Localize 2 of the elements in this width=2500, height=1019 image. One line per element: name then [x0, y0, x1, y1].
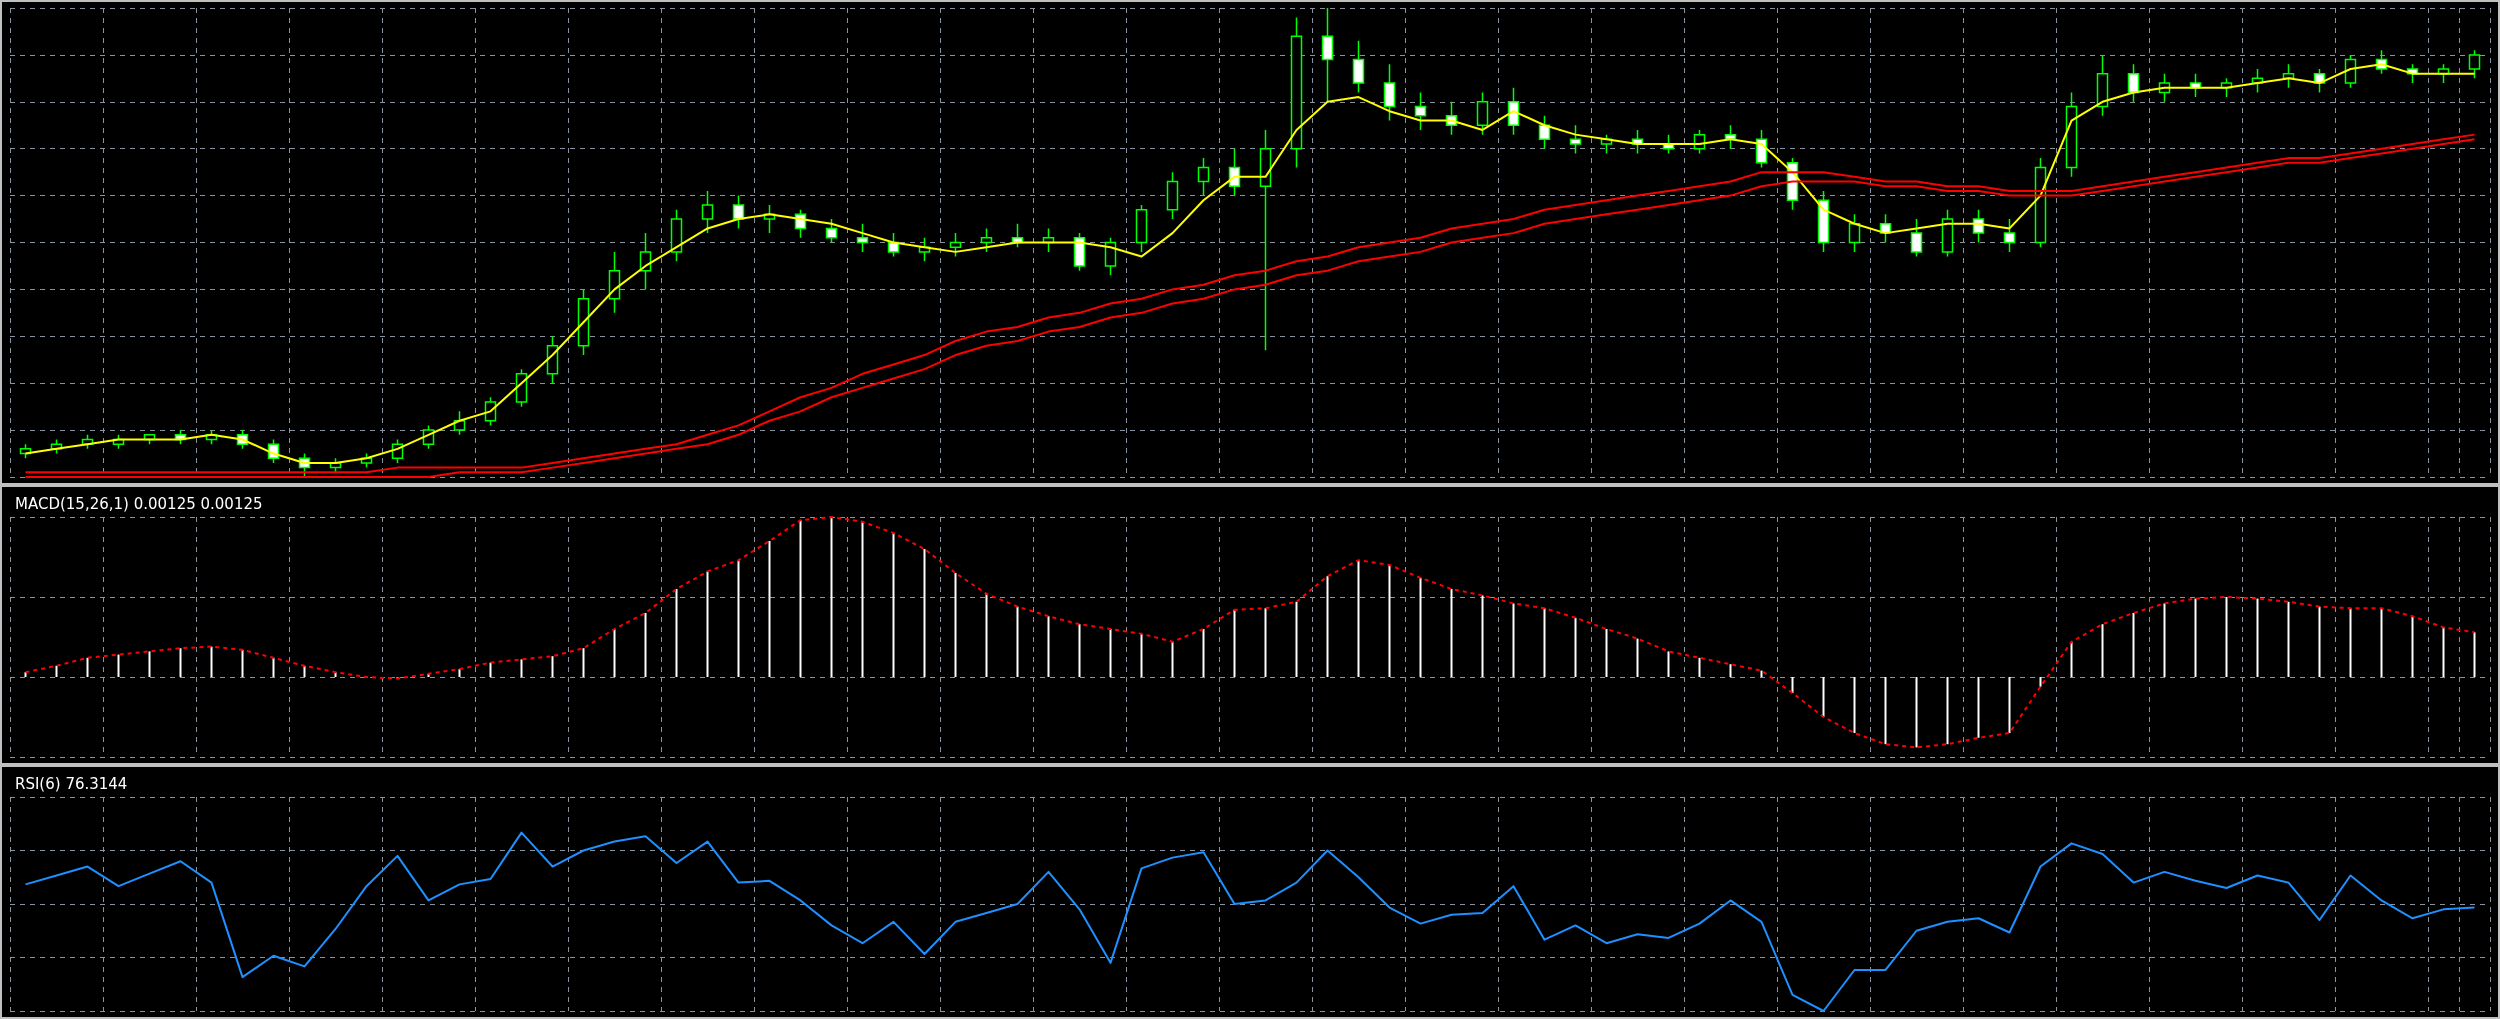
chart-title: MACD(15,26,1) 0.00125 0.00125	[15, 494, 263, 513]
chart-title: RSI(6) 76.3144	[15, 774, 128, 793]
